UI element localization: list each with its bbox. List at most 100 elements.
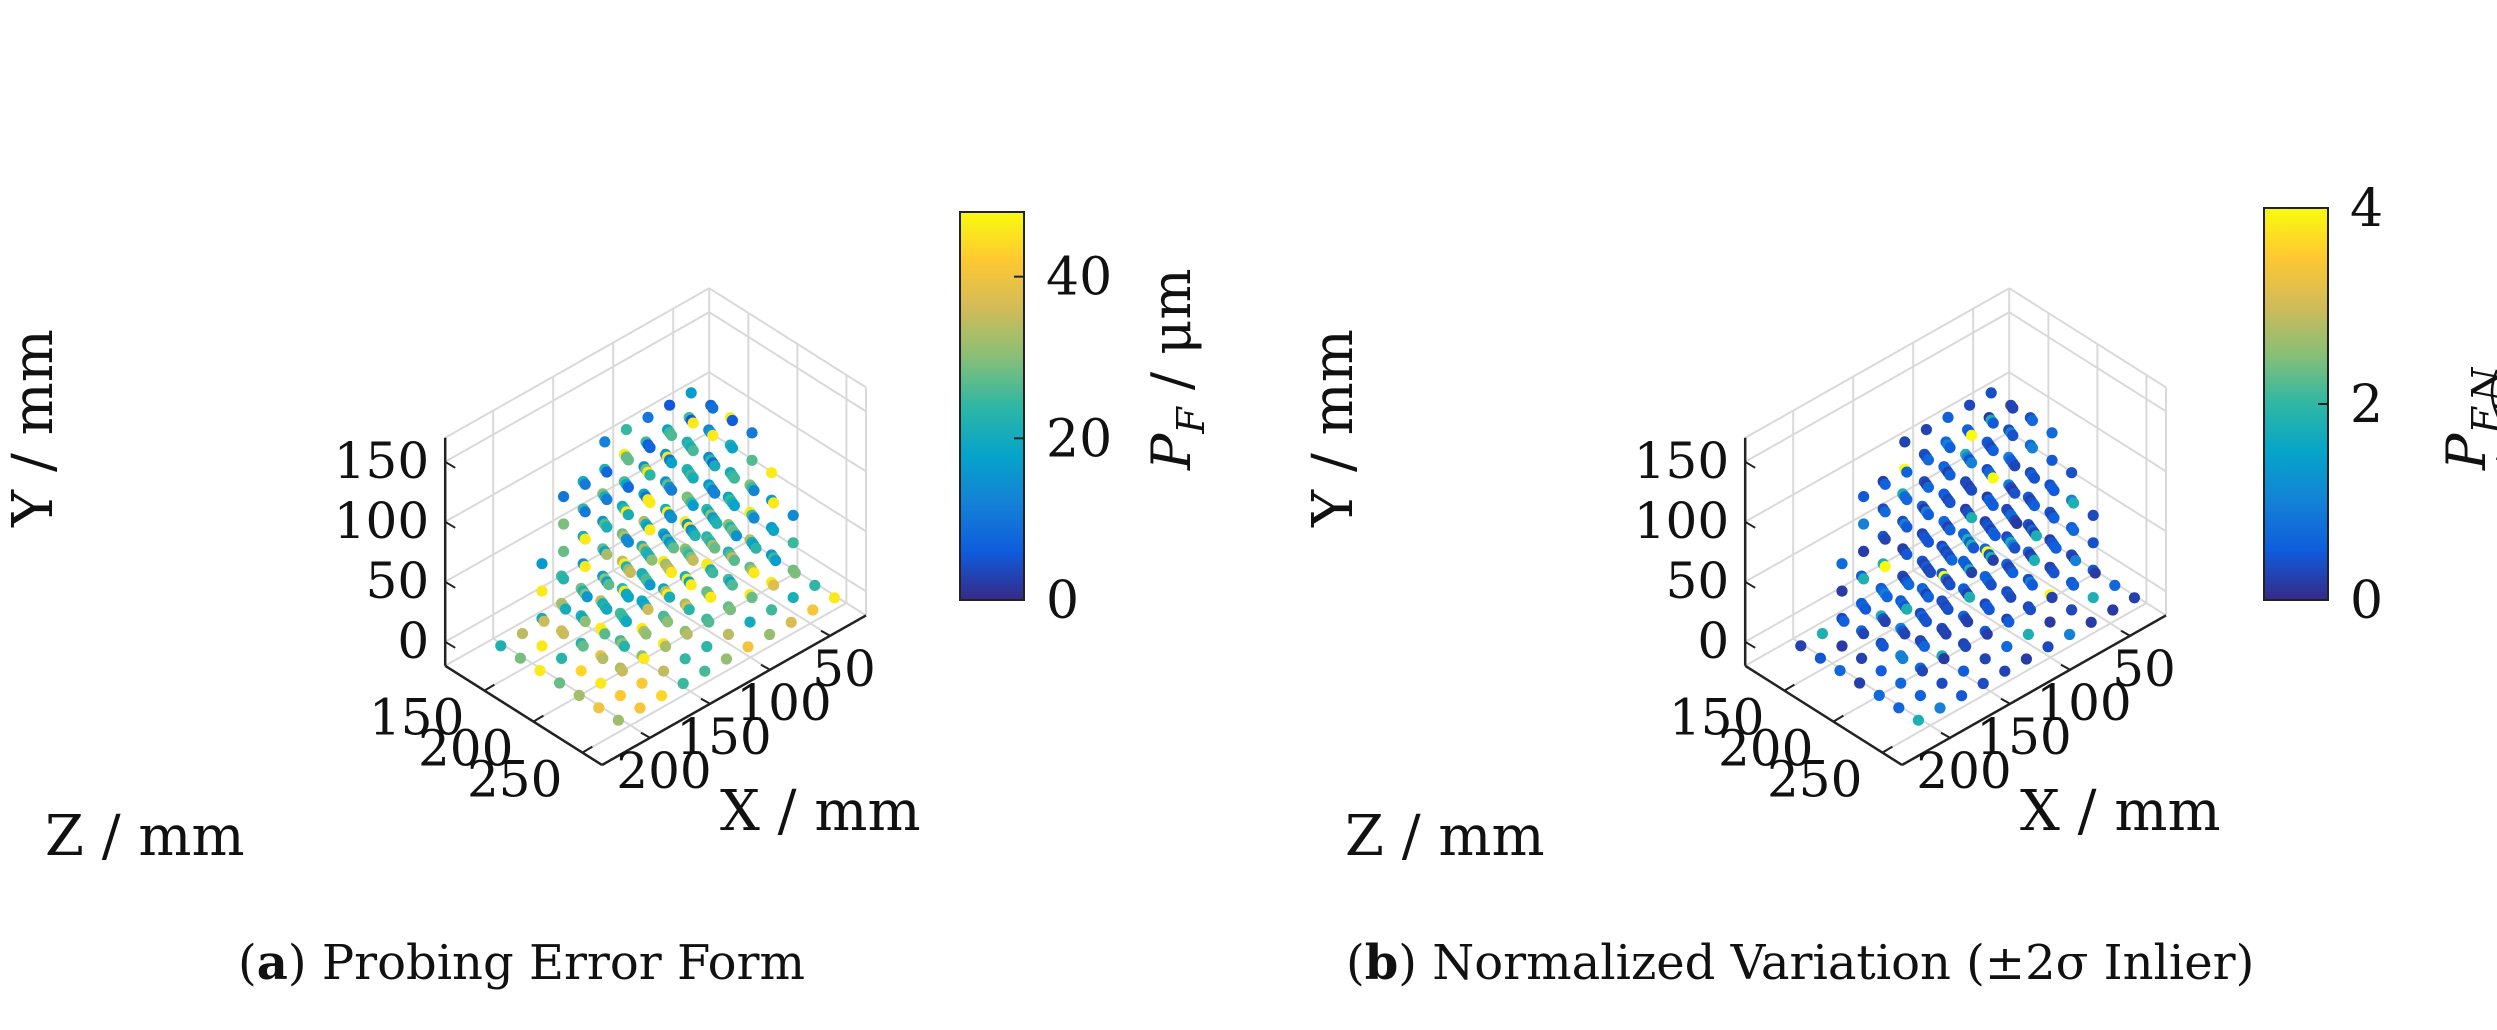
data-point bbox=[575, 665, 587, 677]
z-tick-label: 250 bbox=[1767, 751, 1862, 809]
z-tick bbox=[532, 714, 544, 723]
data-point bbox=[644, 442, 656, 454]
y-tick-label: 100 bbox=[334, 492, 429, 550]
data-point bbox=[2026, 442, 2038, 454]
y-tick bbox=[1744, 520, 1756, 529]
data-point bbox=[614, 690, 627, 702]
data-point bbox=[2022, 628, 2034, 641]
panel-b-colorbar: 0 2 4 PF,N bbox=[2263, 179, 2497, 631]
data-point bbox=[1877, 640, 1889, 652]
data-point bbox=[644, 524, 656, 536]
y-tick-label: 150 bbox=[1634, 432, 1729, 490]
data-point bbox=[558, 518, 570, 530]
data-point bbox=[636, 677, 648, 689]
data-point bbox=[1838, 615, 1850, 627]
y-tick-label: 150 bbox=[334, 432, 429, 490]
data-point bbox=[687, 417, 699, 429]
data-point bbox=[495, 640, 507, 652]
data-point bbox=[666, 429, 678, 441]
data-point bbox=[601, 493, 613, 506]
data-point bbox=[1944, 442, 1956, 454]
data-point bbox=[2064, 628, 2076, 641]
data-point bbox=[2068, 524, 2080, 537]
x-tick bbox=[2120, 629, 2131, 637]
data-point bbox=[612, 714, 625, 726]
data-point bbox=[1893, 702, 1905, 714]
data-point bbox=[556, 652, 568, 665]
data-point bbox=[2066, 467, 2078, 479]
data-point bbox=[644, 579, 656, 591]
data-point bbox=[662, 616, 674, 628]
data-point bbox=[2070, 555, 2082, 567]
data-point bbox=[1836, 558, 1848, 570]
data-point bbox=[1836, 640, 1848, 652]
data-point bbox=[2046, 591, 2058, 604]
x-tick-label: 150 bbox=[1976, 708, 2071, 766]
data-point bbox=[558, 573, 570, 585]
data-point bbox=[1879, 615, 1891, 628]
data-point bbox=[1936, 677, 1948, 689]
data-point bbox=[681, 628, 693, 640]
data-point bbox=[622, 481, 635, 493]
x-tick bbox=[640, 731, 651, 739]
data-point bbox=[1858, 545, 1870, 558]
panel-b-colorbar-bar bbox=[2263, 207, 2329, 601]
data-point bbox=[709, 460, 721, 472]
data-point bbox=[1958, 665, 1970, 677]
x-tick-label: 150 bbox=[676, 708, 771, 766]
data-point bbox=[595, 677, 607, 689]
data-point bbox=[766, 467, 778, 479]
data-point bbox=[514, 652, 527, 664]
data-point bbox=[1918, 640, 1930, 652]
data-point bbox=[1964, 591, 1976, 603]
data-point bbox=[1960, 640, 1972, 653]
data-point bbox=[573, 689, 585, 702]
data-point bbox=[1938, 653, 1950, 665]
panel-a-x-axis-label: X / mm bbox=[720, 779, 921, 844]
panel-a-colorbar-label: PF / μm bbox=[1140, 268, 1213, 471]
data-point bbox=[1920, 616, 1932, 628]
data-point bbox=[536, 640, 548, 652]
caption-b-text: Normalized Variation (±2σ Inlier) bbox=[1432, 935, 2255, 991]
data-point bbox=[722, 628, 735, 641]
data-point bbox=[828, 592, 841, 604]
data-point bbox=[642, 411, 654, 423]
data-point bbox=[593, 702, 605, 714]
data-point bbox=[1875, 665, 1887, 677]
data-point bbox=[1912, 714, 1924, 726]
panel-b-colorbar-label-tilde bbox=[2490, 369, 2497, 460]
data-point bbox=[705, 591, 717, 603]
data-point bbox=[1795, 640, 1807, 652]
z-axis-line bbox=[444, 664, 603, 767]
data-point bbox=[579, 615, 591, 628]
y-tick-label: 0 bbox=[397, 612, 429, 670]
data-point bbox=[1922, 509, 1934, 521]
z-axis-line bbox=[1744, 664, 1903, 767]
data-point bbox=[622, 591, 635, 603]
x-tick bbox=[700, 697, 711, 705]
data-point bbox=[534, 665, 546, 677]
data-point bbox=[601, 466, 613, 478]
x-tick-label: 100 bbox=[736, 674, 831, 732]
data-point bbox=[1881, 591, 1893, 603]
data-point bbox=[2087, 537, 2099, 549]
data-point bbox=[1897, 652, 1909, 665]
data-point bbox=[1966, 566, 1978, 579]
grid-line bbox=[1881, 375, 2148, 754]
data-point bbox=[2048, 512, 2060, 524]
data-point bbox=[807, 604, 819, 616]
data-point bbox=[787, 537, 799, 549]
panel-a-colorbar-label-unit: / μm bbox=[1140, 268, 1203, 407]
data-point bbox=[2026, 414, 2038, 427]
data-point bbox=[1962, 616, 1974, 628]
caption-a-letter: a bbox=[256, 935, 288, 991]
x-tick-label: 200 bbox=[1916, 742, 2011, 800]
data-point bbox=[1944, 469, 1956, 481]
y-tick bbox=[1744, 640, 1756, 649]
data-point bbox=[2011, 517, 2023, 530]
data-point bbox=[666, 484, 678, 496]
data-point bbox=[536, 585, 548, 597]
data-point bbox=[1860, 603, 1872, 615]
data-point bbox=[644, 469, 656, 481]
